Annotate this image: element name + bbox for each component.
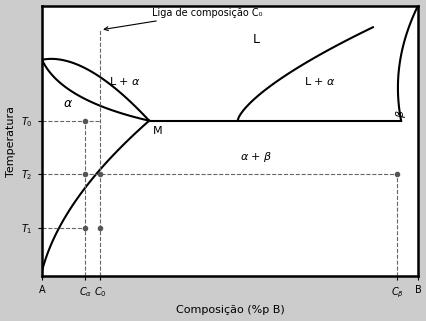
- X-axis label: Composição (%p B): Composição (%p B): [175, 306, 284, 316]
- Y-axis label: Temperatura: Temperatura: [6, 106, 15, 177]
- Text: $\alpha$: $\alpha$: [63, 97, 73, 109]
- Text: $\alpha$ + $\beta$: $\alpha$ + $\beta$: [239, 150, 272, 164]
- Text: M: M: [153, 126, 162, 136]
- Text: L + $\alpha$: L + $\alpha$: [109, 75, 140, 87]
- Text: L + $\alpha$: L + $\alpha$: [304, 75, 335, 87]
- Text: $\beta$: $\beta$: [393, 109, 407, 118]
- Text: Liga de composição C₀: Liga de composição C₀: [104, 8, 262, 30]
- Text: L: L: [252, 33, 259, 46]
